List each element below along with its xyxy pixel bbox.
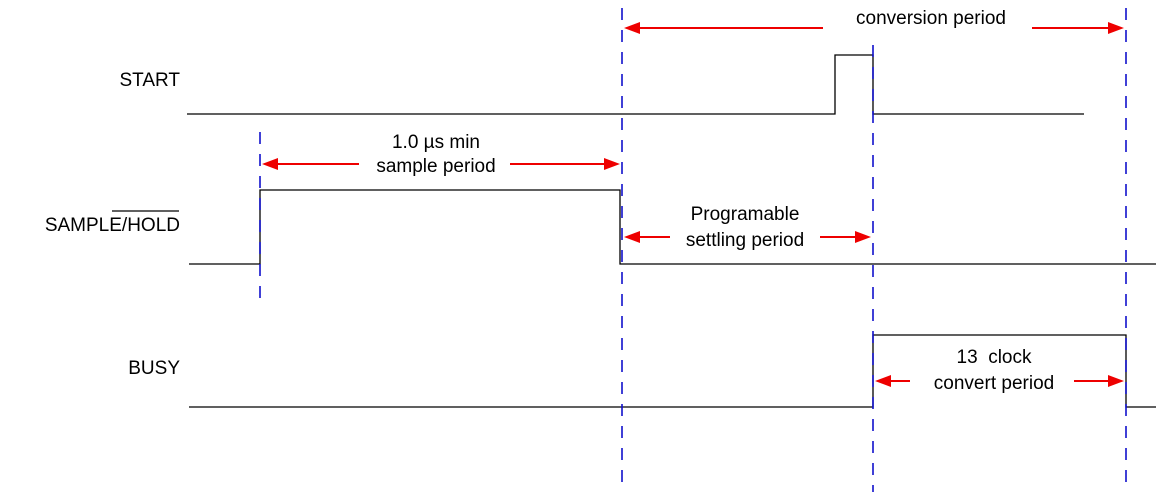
conversion-period-arrow [624, 22, 1124, 34]
settling-period-line2: settling period [686, 230, 804, 251]
sample-period-line1: 1.0 µs min [392, 132, 480, 153]
busy-signal-label: BUSY [128, 358, 180, 379]
sample-hold-waveform [189, 189, 1156, 265]
sample-period-arrow [262, 158, 620, 170]
convert-period-line2: convert period [934, 373, 1054, 394]
sample-hold-signal-label: SAMPLE/HOLD [45, 215, 180, 236]
busy-waveform [189, 334, 1156, 408]
convert-period-line1: 13 clock [957, 347, 1032, 368]
convert-period-arrow [875, 375, 1124, 387]
settling-period-line1: Programable [691, 204, 800, 225]
sample-period-line2: sample period [376, 156, 495, 177]
start-signal-label: START [119, 70, 180, 91]
start-waveform [187, 54, 1084, 115]
conversion-period-label: conversion period [856, 8, 1006, 29]
settling-period-arrow [624, 231, 871, 243]
